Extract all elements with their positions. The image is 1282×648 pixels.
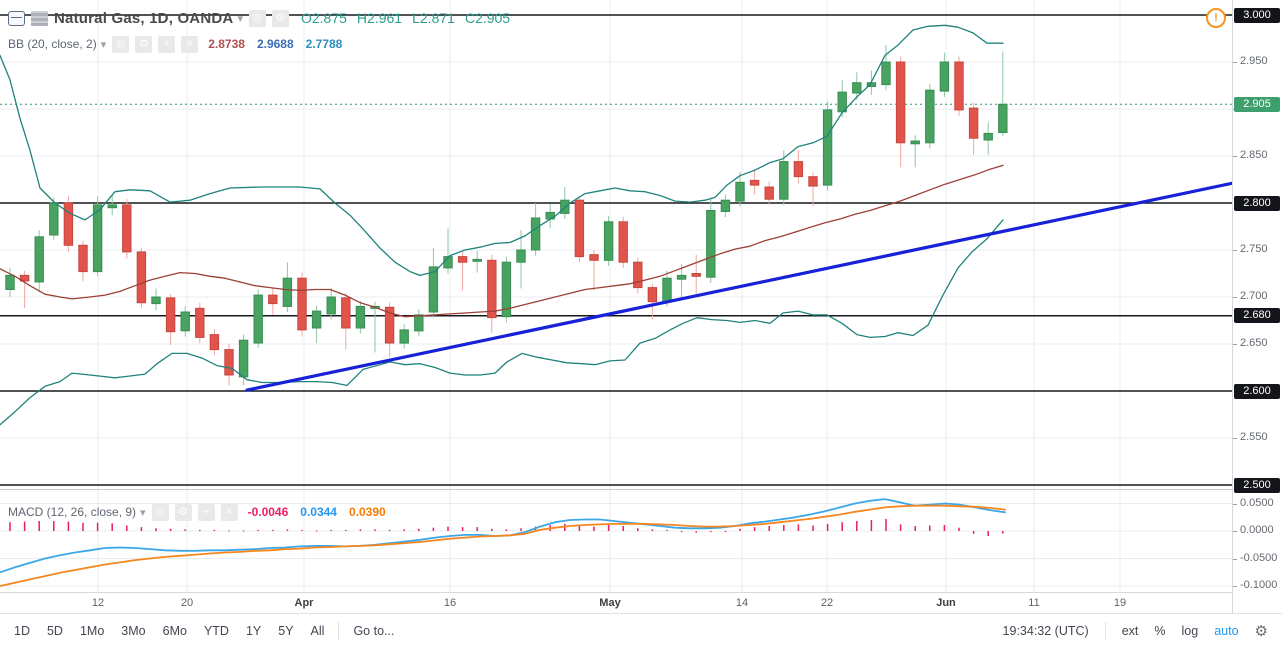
eye-icon[interactable]: ◎ [151,503,169,521]
price-tick-label: 2.550 [1240,431,1268,443]
gear-icon[interactable]: ⚙ [135,35,153,53]
price-line-badge: 3.000 [1234,7,1280,23]
plus-icon[interactable]: + [158,35,176,53]
gear-icon[interactable]: ⚙ [271,9,289,27]
price-tick-label: 2.650 [1240,337,1268,349]
close-icon[interactable]: × [220,503,238,521]
price-tick-label: 2.700 [1240,290,1268,302]
close-icon[interactable]: × [181,35,199,53]
range-5d[interactable]: 5D [46,624,63,638]
macd-signal-value: 0.0390 [348,505,386,519]
axis-tick [1233,344,1237,345]
axis-tick [1233,531,1237,532]
goto-button[interactable]: Go to... [353,624,395,638]
clock[interactable]: 19:34:32 (UTC) [1002,624,1089,638]
bb-legend: BB (20, close, 2) ▾ ◎ ⚙ + × 2.8738 2.968… [8,34,342,54]
pane-separator[interactable] [0,489,1282,490]
range-1mo[interactable]: 1Mo [79,624,105,638]
macd-line-value: 0.0344 [300,505,337,519]
time-tick-label: 12 [91,597,105,609]
chevron-down-icon[interactable]: ▾ [100,38,107,51]
axis-tick [1233,503,1237,505]
time-axis[interactable]: 12 20 Apr 16 May 14 22 Jun 11 19 [0,592,1232,613]
bottom-toolbar: 1D 5D 1Mo 3Mo 6Mo YTD 1Y 5Y All Go to... 19:34:3… [0,613,1282,648]
chevron-down-icon[interactable]: ▾ [237,12,243,25]
axis-tick [1233,250,1237,251]
data-warning-icon[interactable]: ! [1206,8,1226,28]
macd-label[interactable]: MACD (12, 26, close, 9) [8,505,137,519]
symbol-legend: Natural Gas, 1D, OANDA ▾ ◎ ⚙ O2.875 H2.9… [8,8,510,28]
time-tick-label: 16 [443,597,457,609]
time-tick-label: 11 [1028,597,1040,609]
bb-label[interactable]: BB (20, close, 2) [8,37,97,51]
high-value: 2.961 [367,10,403,26]
percent-toggle[interactable]: % [1154,624,1166,638]
current-price-badge: 2.905 [1234,96,1280,112]
plus-icon[interactable]: + [197,503,215,521]
axis-tick [1233,297,1237,298]
price-line-badge: 2.600 [1234,383,1280,399]
bb-upper-value: 2.9688 [256,37,294,51]
macd-tick-label: 0.0000 [1240,524,1274,536]
axis-tick [1233,586,1237,587]
range-1d[interactable]: 1D [14,624,30,638]
gear-icon[interactable]: ⚙ [174,503,192,521]
time-tick-label: Apr [294,597,314,609]
range-1y[interactable]: 1Y [245,624,262,638]
axis-tick [1233,558,1237,560]
chevron-down-icon[interactable]: ▾ [140,506,146,519]
bb-lower-value: 2.7788 [305,37,343,51]
range-ytd[interactable]: YTD [203,624,229,638]
bb-basis-value: 2.8738 [208,37,245,51]
low-value: 2.871 [419,10,455,26]
settings-gear-icon[interactable]: ⚙ [1254,623,1268,640]
range-buttons: 1D 5D 1Mo 3Mo 6Mo YTD 1Y 5Y All [14,624,324,638]
close-value: 2.905 [475,10,511,26]
axis-tick [1233,62,1237,63]
chart-canvas[interactable] [0,0,1232,592]
eye-icon[interactable]: ◎ [248,9,266,27]
collapse-panel-icon[interactable] [8,10,25,26]
price-line-badge: 2.500 [1234,477,1280,493]
price-line-badge: 2.800 [1234,195,1280,211]
range-all[interactable]: All [310,624,325,638]
toolbar-divider [338,622,340,640]
time-tick-label: 19 [1113,597,1127,609]
time-tick-label: Jun [936,597,956,609]
symbol-logo-icon [31,10,48,26]
time-tick-label: May [599,597,621,609]
axis-tick [1233,438,1237,439]
macd-tick-label: -0.0500 [1240,551,1278,564]
macd-tick-label: 0.0500 [1240,496,1274,509]
price-tick-label: 2.750 [1240,243,1268,255]
range-5y[interactable]: 5Y [278,624,294,638]
price-tick-label: 2.850 [1240,149,1268,161]
toolbar-divider [1104,622,1106,640]
symbol-title[interactable]: Natural Gas, 1D, OANDA [54,9,234,27]
axis-tick [1233,156,1237,157]
range-6mo[interactable]: 6Mo [162,624,187,638]
price-tick-label: 2.950 [1240,55,1268,67]
macd-histogram-value: -0.0046 [247,505,289,519]
ohlc-readout: O2.875 H2.961 L2.871 C2.905 [300,10,511,26]
time-tick-label: 20 [180,597,194,609]
price-line-badge: 2.680 [1234,308,1280,324]
eye-icon[interactable]: ◎ [112,35,130,53]
time-tick-label: 14 [735,597,749,609]
macd-tick-label: -0.1000 [1240,579,1278,591]
ext-toggle[interactable]: ext [1121,624,1139,638]
macd-legend: MACD (12, 26, close, 9) ▾ ◎ ⚙ + × -0.004… [8,502,386,522]
range-3mo[interactable]: 3Mo [121,624,146,638]
time-tick-label: 22 [820,597,834,609]
open-value: 2.875 [311,10,347,26]
log-toggle[interactable]: log [1181,624,1199,638]
price-axis[interactable]: 2.9502.9002.8502.7502.7002.6502.5500.050… [1232,0,1282,613]
auto-toggle[interactable]: auto [1214,624,1239,638]
